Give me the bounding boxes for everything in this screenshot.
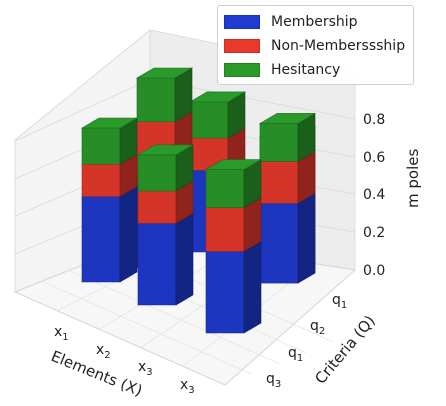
x-tick-label: x1 [54,324,69,343]
bar-segment-top [204,159,263,170]
x-tick-subscript: 3 [188,385,194,396]
legend-label-hesitancy: Hesitancy [271,62,341,78]
x-tick-label: x3 [180,377,195,396]
bar-segment-front [259,123,299,162]
bar-segment-front [136,77,176,122]
bar-segment-front [205,207,245,252]
y-tick-label: q2 [310,318,325,337]
y-tick-subscript: 1 [297,353,303,364]
x-tick-subscript: 2 [104,350,110,361]
legend-swatch-non-membership [224,39,260,53]
y-tick-subscript: 3 [275,379,281,390]
bar-segment-front [205,251,245,334]
x-tick-subscript: 3 [146,367,152,378]
legend-swatch-membership [224,15,260,29]
bar-segment-front [81,127,121,165]
legend-item-membership: Membership [224,10,407,34]
z-tick-label: 0.0 [363,263,385,279]
gridline-floor [68,270,280,364]
y-tick-label: q3 [266,371,281,390]
x-tick-subscript: 1 [62,332,68,343]
x-tick-label: x3 [138,359,153,378]
legend-swatch-hesitancy [224,63,260,77]
bar-segment-front [81,163,121,197]
bar-segment-side [119,185,138,283]
bar-segment-top [135,67,194,79]
z-tick-label: 0.6 [363,150,385,166]
bar-segment-top [258,113,317,124]
bar-segment-side [175,212,194,306]
z-tick-label: 0.4 [363,187,385,203]
bars-layer [80,67,317,334]
bar-segment-front [205,169,245,208]
legend-label-membership: Membership [271,14,358,30]
gridline-z [14,79,151,142]
bar-segment-top [80,117,139,129]
z-axis-label: m poles [404,149,422,208]
z-tick-label: 0.8 [363,112,385,128]
bar-segment-front [259,161,299,204]
bar-segment-side [297,192,316,284]
y-tick-label: q1 [288,345,303,364]
y-tick-subscript: 2 [319,326,325,337]
y-axis-label: Criteria (Q) [311,312,379,388]
bar-segment-front [137,190,177,224]
z-tick-label: 0.2 [363,225,385,241]
bar-segment-front [81,196,121,283]
gridline-floor [41,280,253,375]
bar-segment-front [137,154,177,192]
y-tick-label: q1 [332,292,347,311]
legend-item-hesitancy: Hesitancy [224,58,407,82]
legend: Membership Non-Memberssship Hesitancy [217,5,414,85]
bar-segment-top [188,91,247,103]
bar-segment-front [189,101,229,139]
bar-segment-top [136,144,195,156]
bar-segment-front [137,223,177,306]
legend-item-non-membership: Non-Memberssship [224,34,407,58]
x-tick-label: x2 [96,342,111,361]
bar-segment-front [259,202,299,284]
y-tick-subscript: 1 [341,300,347,311]
legend-label-non-membership: Non-Memberssship [271,38,406,54]
bar-segment-side [243,240,262,334]
